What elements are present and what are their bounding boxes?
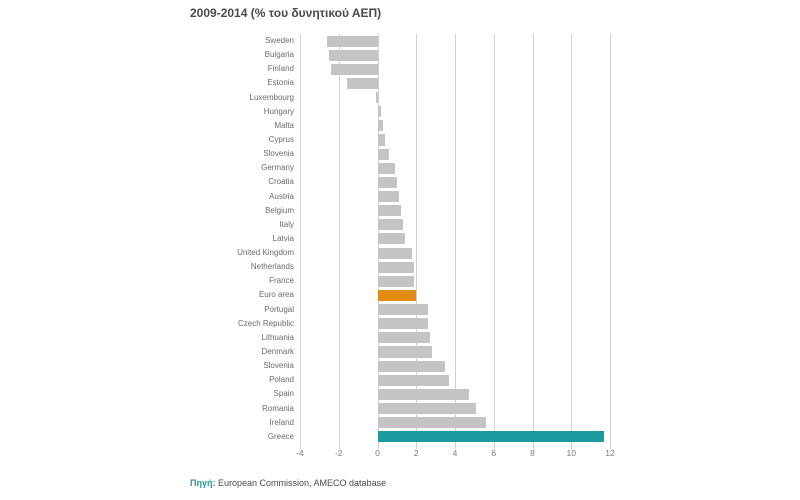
source-label: Πηγή: <box>190 478 216 488</box>
bar <box>378 149 390 160</box>
gridline <box>610 34 611 449</box>
bar <box>378 219 403 230</box>
bar <box>378 403 477 414</box>
y-category-label: Euro area <box>190 290 294 299</box>
gridline <box>339 34 340 449</box>
y-category-label: Poland <box>190 375 294 384</box>
gridline <box>533 34 534 449</box>
bar <box>378 205 401 216</box>
y-category-label: Hungary <box>190 107 294 116</box>
bar <box>378 262 415 273</box>
bar <box>378 163 395 174</box>
y-category-label: Estonia <box>190 78 294 87</box>
y-category-label: United Kingdom <box>190 248 294 257</box>
x-tick-label: -2 <box>324 448 354 458</box>
gridline <box>300 34 301 449</box>
y-category-label: France <box>190 276 294 285</box>
y-category-label: Czech Republic <box>190 319 294 328</box>
bar <box>378 389 469 400</box>
bar <box>378 304 428 315</box>
bar <box>378 134 386 145</box>
y-category-label: Cyprus <box>190 135 294 144</box>
x-tick-label: 2 <box>401 448 431 458</box>
y-category-label: Lithuania <box>190 333 294 342</box>
bar <box>378 318 428 329</box>
x-tick-label: 6 <box>479 448 509 458</box>
y-category-label: Denmark <box>190 347 294 356</box>
y-category-label: Austria <box>190 192 294 201</box>
bar <box>378 276 415 287</box>
y-category-label: Belgium <box>190 206 294 215</box>
x-tick-label: 0 <box>363 448 393 458</box>
y-category-label: Finland <box>190 64 294 73</box>
bar <box>378 106 382 117</box>
x-tick-label: 12 <box>595 448 625 458</box>
y-category-label: Italy <box>190 220 294 229</box>
y-category-label: Netherlands <box>190 262 294 271</box>
gridline <box>416 34 417 449</box>
gridline <box>571 34 572 449</box>
bar <box>378 375 450 386</box>
x-tick-label: -4 <box>285 448 315 458</box>
x-tick-label: 4 <box>440 448 470 458</box>
bar <box>376 92 378 103</box>
y-category-label: Bulgaria <box>190 50 294 59</box>
y-category-label: Latvia <box>190 234 294 243</box>
y-category-label: Romania <box>190 404 294 413</box>
bar <box>378 248 413 259</box>
source-line: Πηγή: European Commission, AMECO databas… <box>190 478 386 488</box>
bar <box>378 177 397 188</box>
bar <box>327 36 377 47</box>
gridline <box>455 34 456 449</box>
bar <box>378 417 487 428</box>
plot-area: -4-2024681012SwedenBulgariaFinlandEstoni… <box>300 34 610 458</box>
y-category-label: Luxembourg <box>190 93 294 102</box>
bar <box>378 361 446 372</box>
x-tick-label: 8 <box>518 448 548 458</box>
gridline <box>494 34 495 449</box>
bar <box>378 346 432 357</box>
y-category-label: Germany <box>190 163 294 172</box>
bar <box>378 191 399 202</box>
y-category-label: Sweden <box>190 36 294 45</box>
bar <box>329 50 377 61</box>
bar <box>378 120 384 131</box>
bar <box>331 64 378 75</box>
bar <box>378 431 605 442</box>
source-text: European Commission, AMECO database <box>216 478 387 488</box>
y-category-label: Slovenia <box>190 361 294 370</box>
bar <box>347 78 378 89</box>
x-tick-label: 10 <box>556 448 586 458</box>
y-category-label: Malta <box>190 121 294 130</box>
y-category-label: Croatia <box>190 177 294 186</box>
chart-title: 2009-2014 (% του δυνητικού ΑΕΠ) <box>190 6 381 20</box>
bar <box>378 233 405 244</box>
bar <box>378 290 417 301</box>
y-category-label: Slovenia <box>190 149 294 158</box>
y-category-label: Ireland <box>190 418 294 427</box>
y-category-label: Greece <box>190 432 294 441</box>
y-category-label: Portugal <box>190 305 294 314</box>
bar <box>378 332 430 343</box>
y-category-label: Spain <box>190 389 294 398</box>
